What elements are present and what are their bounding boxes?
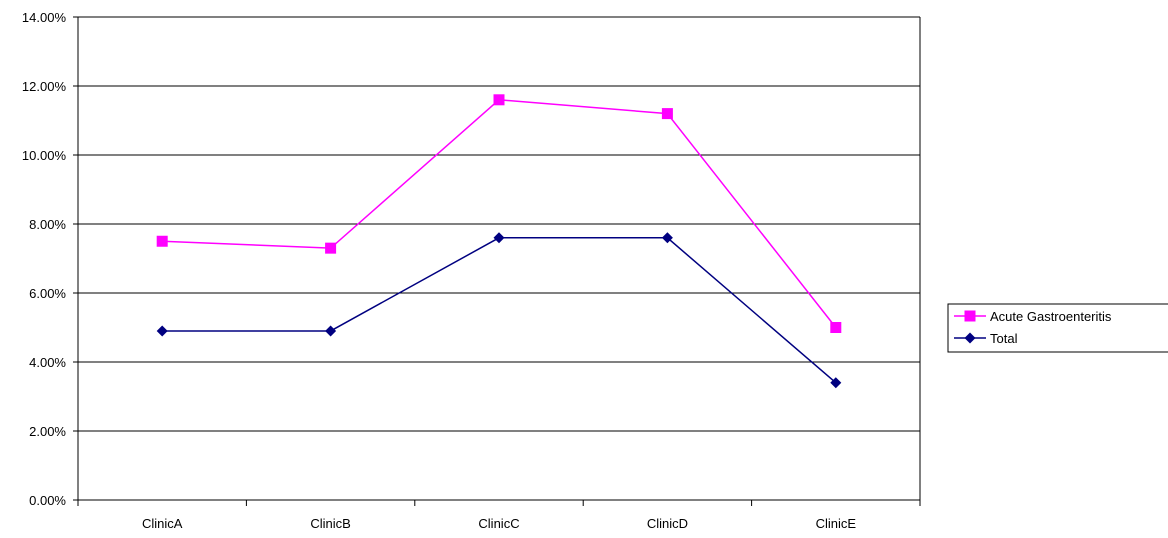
y-tick-label: 6.00% <box>29 286 66 301</box>
x-tick-label: ClinicD <box>647 516 688 531</box>
legend-label: Total <box>990 331 1018 346</box>
legend-marker <box>964 332 976 344</box>
total-data-point <box>493 232 505 244</box>
acute-gastroenteritis-data-point <box>493 94 505 106</box>
legend-label: Acute Gastroenteritis <box>990 309 1112 324</box>
x-tick-label: ClinicA <box>142 516 183 531</box>
x-tick-label: ClinicE <box>816 516 857 531</box>
x-tick-label: ClinicB <box>310 516 350 531</box>
total-data-point <box>661 232 673 244</box>
acute-gastroenteritis-data-point <box>156 235 168 247</box>
y-tick-label: 10.00% <box>22 148 67 163</box>
legend-box <box>947 303 1168 353</box>
acute-gastroenteritis-data-point <box>661 108 673 120</box>
legend-marker <box>964 310 976 322</box>
acute-gastroenteritis-data-point <box>830 322 842 333</box>
total-data-point <box>156 325 168 337</box>
plot-area: 0.00% 2.00% 4.00% 6.00% 8.00% 10.00% 12.00% 14.… <box>22 10 921 531</box>
series-line-total <box>162 237 837 384</box>
total-data-point <box>830 377 842 389</box>
y-tick-label: 8.00% <box>29 217 66 232</box>
x-tick-label: ClinicC <box>478 516 519 531</box>
legend: Acute Gastroenteritis Total <box>947 303 1168 353</box>
acute-gastroenteritis-data-point <box>325 242 337 254</box>
y-tick-label: 4.00% <box>29 355 66 370</box>
y-tick-label: 12.00% <box>22 79 67 94</box>
y-tick-label: 14.00% <box>22 10 67 25</box>
y-tick-label: 0.00% <box>29 493 66 508</box>
y-tick-label: 2.00% <box>29 424 66 439</box>
total-data-point <box>325 325 337 337</box>
